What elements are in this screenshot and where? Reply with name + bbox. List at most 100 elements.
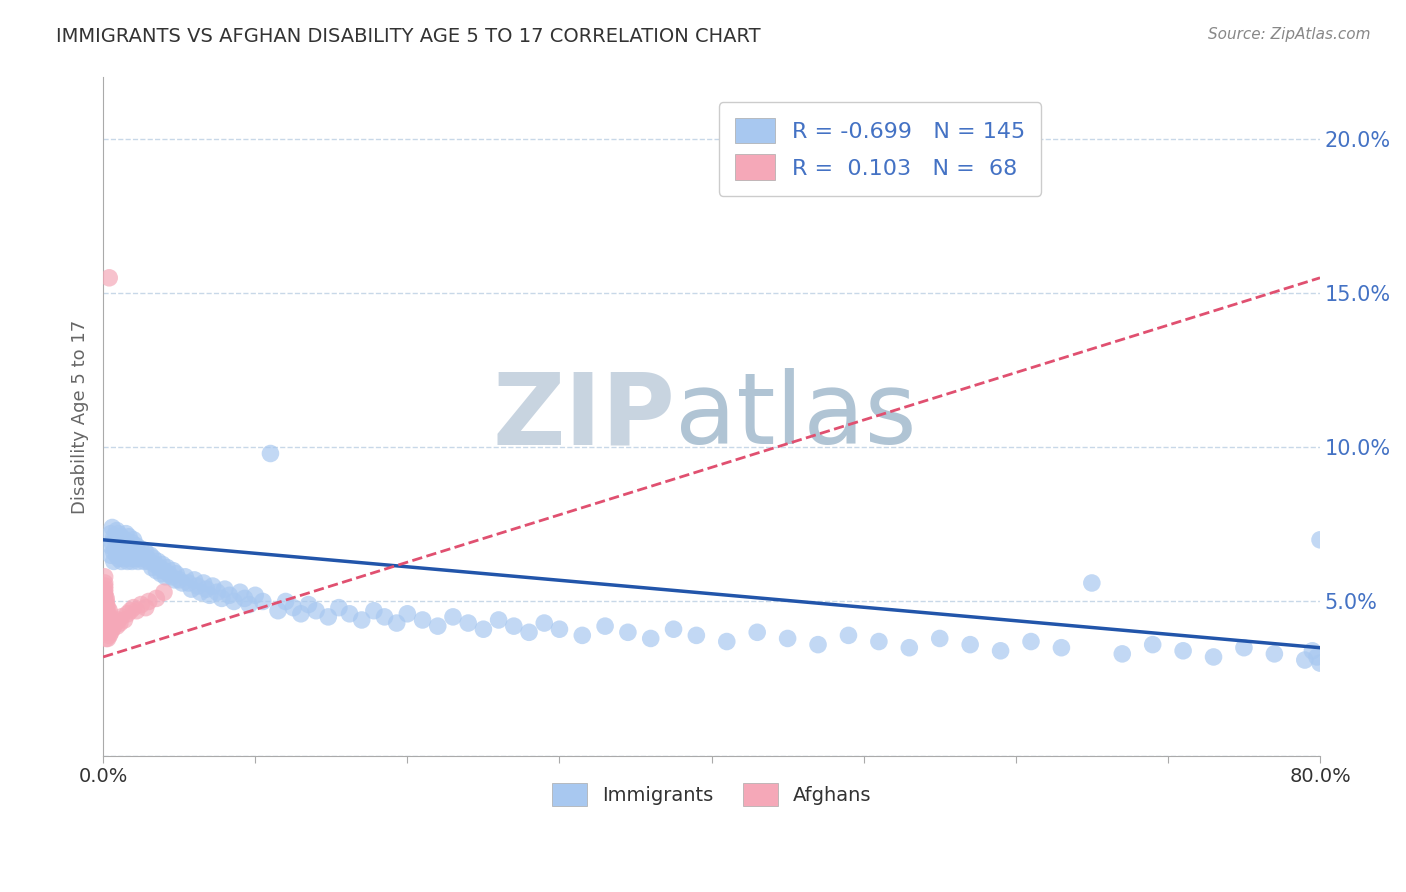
Point [93, 579, 115, 593]
Y-axis label: Disability Age 5 to 17: Disability Age 5 to 17 [72, 319, 89, 514]
Point [193, 576, 215, 591]
Point [593, 619, 616, 633]
Point [108, 533, 131, 547]
Point [105, 548, 128, 562]
Point [472, 622, 495, 636]
Point [259, 446, 281, 460]
Point [222, 594, 245, 608]
Point [211, 591, 233, 606]
Point [117, 607, 139, 621]
Point [121, 554, 143, 568]
Point [111, 551, 134, 566]
Point [238, 598, 260, 612]
Point [93, 570, 115, 584]
Point [198, 588, 221, 602]
Point [716, 634, 738, 648]
Point [412, 613, 434, 627]
Point [160, 570, 183, 584]
Point [120, 551, 142, 566]
Point [141, 560, 163, 574]
Point [139, 548, 162, 562]
Point [135, 600, 157, 615]
Point [502, 619, 524, 633]
Point [142, 551, 165, 566]
Point [103, 530, 125, 544]
Point [928, 632, 950, 646]
Point [96, 607, 118, 621]
Point [121, 536, 143, 550]
Point [98, 615, 121, 630]
Point [93, 619, 115, 633]
Point [97, 619, 120, 633]
Point [103, 613, 125, 627]
Point [107, 551, 129, 566]
Point [127, 554, 149, 568]
Point [100, 548, 122, 562]
Point [1202, 649, 1225, 664]
Point [1263, 647, 1285, 661]
Point [98, 628, 121, 642]
Point [297, 598, 319, 612]
Point [305, 604, 328, 618]
Point [252, 594, 274, 608]
Point [776, 632, 799, 646]
Point [1233, 640, 1256, 655]
Point [110, 610, 132, 624]
Point [233, 591, 256, 606]
Point [96, 604, 118, 618]
Point [127, 545, 149, 559]
Point [104, 542, 127, 557]
Point [105, 524, 128, 538]
Point [93, 613, 115, 627]
Point [122, 533, 145, 547]
Point [1171, 644, 1194, 658]
Point [101, 615, 124, 630]
Point [111, 542, 134, 557]
Point [96, 622, 118, 636]
Point [180, 582, 202, 596]
Point [93, 582, 115, 596]
Point [165, 566, 187, 581]
Point [136, 551, 159, 566]
Point [149, 566, 172, 581]
Point [155, 570, 177, 584]
Point [103, 545, 125, 559]
Point [93, 585, 115, 599]
Point [93, 588, 115, 602]
Point [122, 545, 145, 559]
Point [98, 622, 121, 636]
Point [868, 634, 890, 648]
Point [195, 582, 218, 596]
Point [157, 566, 180, 581]
Point [152, 558, 174, 572]
Point [101, 622, 124, 636]
Point [662, 622, 685, 636]
Point [373, 610, 395, 624]
Point [96, 604, 118, 618]
Point [153, 585, 176, 599]
Point [101, 536, 124, 550]
Point [363, 604, 385, 618]
Point [617, 625, 640, 640]
Point [93, 607, 115, 621]
Point [898, 640, 921, 655]
Point [115, 548, 138, 562]
Point [1142, 638, 1164, 652]
Point [138, 594, 160, 608]
Point [96, 594, 118, 608]
Point [98, 270, 121, 285]
Point [131, 548, 153, 562]
Point [1111, 647, 1133, 661]
Point [93, 600, 115, 615]
Point [172, 576, 194, 591]
Point [107, 539, 129, 553]
Point [143, 558, 166, 572]
Point [112, 613, 135, 627]
Point [120, 539, 142, 553]
Point [1081, 576, 1104, 591]
Point [153, 564, 176, 578]
Point [125, 604, 148, 618]
Point [96, 591, 118, 606]
Point [96, 598, 118, 612]
Point [107, 613, 129, 627]
